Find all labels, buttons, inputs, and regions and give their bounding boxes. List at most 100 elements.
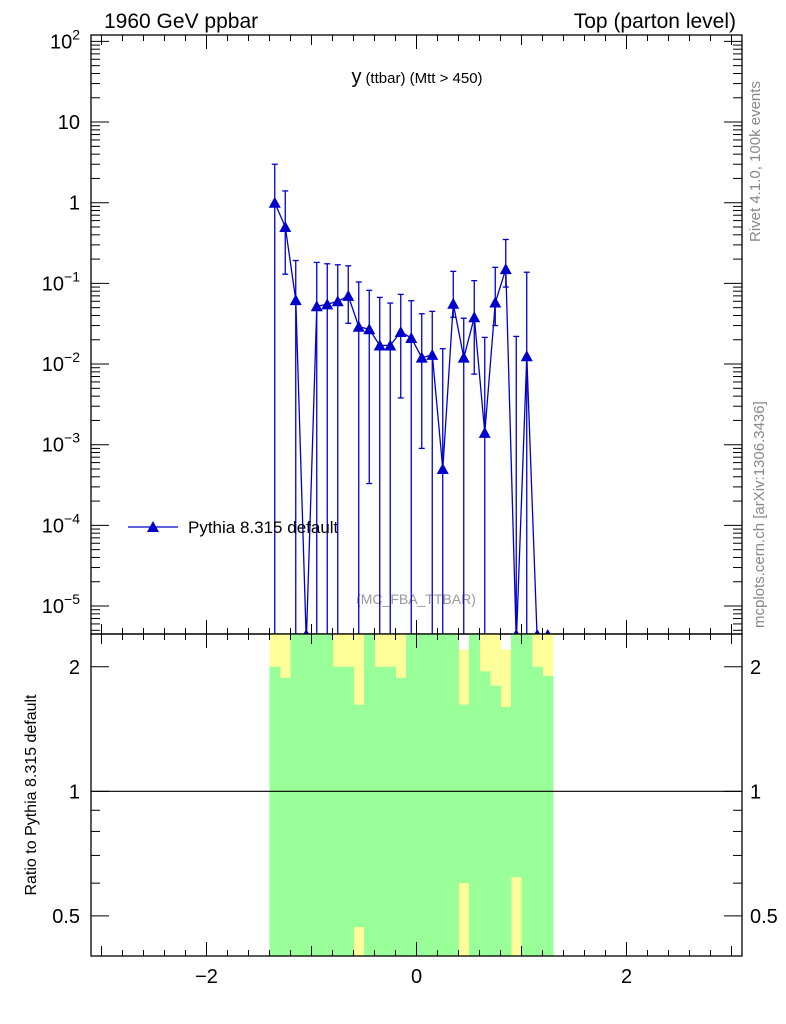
- data-point: [447, 297, 460, 309]
- syst-band-bin: [269, 666, 281, 956]
- analysis-watermark: (MC_FBA_TTBAR): [356, 591, 476, 607]
- header-left: 1960 GeV ppbar: [104, 10, 258, 33]
- legend: Pythia 8.315 default: [128, 518, 339, 537]
- syst-band-bin: [427, 634, 438, 956]
- ratio-y-tick-label: 2: [69, 657, 80, 679]
- y-tick-label: 1: [69, 193, 80, 215]
- main-plot-panel: y (ttbar) (Mtt > 450) (MC_FBA_TTBAR) 10−5…: [42, 26, 743, 635]
- syst-band-bin: [343, 666, 354, 956]
- x-tick-label: −2: [195, 966, 218, 988]
- y-tick-exponent: −1: [64, 268, 80, 284]
- syst-band-bin: [416, 634, 428, 956]
- syst-band-bin: [374, 666, 386, 956]
- ratio-y-axis-label: Ratio to Pythia 8.315 default: [23, 694, 40, 896]
- y-tick-exponent: −5: [64, 591, 80, 607]
- syst-band-bin: [448, 634, 459, 956]
- syst-band-bin: [385, 666, 396, 956]
- ratio-y-tick-label-right: 0.5: [750, 906, 778, 928]
- syst-band-bin: [311, 634, 323, 956]
- ratio-y-tick-label-right: 2: [750, 657, 761, 679]
- data-point: [534, 629, 541, 634]
- data-point: [499, 263, 512, 275]
- data-point: [373, 339, 386, 351]
- syst-band-bin: [364, 634, 375, 956]
- data-point: [520, 350, 533, 362]
- syst-band-bin: [490, 685, 501, 956]
- y-tick-exponent: 2: [72, 26, 80, 42]
- x-tick-label: 2: [621, 966, 632, 988]
- data-point: [352, 320, 365, 332]
- plot-title-variable: y: [351, 66, 361, 88]
- syst-band-bin: [458, 704, 470, 884]
- data-point: [363, 323, 376, 335]
- data-point: [289, 294, 302, 306]
- data-point: [436, 462, 449, 474]
- y-tick-label: 10−5: [42, 591, 80, 618]
- syst-band-bin: [542, 675, 554, 956]
- data-point: [405, 332, 418, 344]
- y-tick-base: 10: [50, 31, 72, 53]
- mcplots-reference-label: mcplots.cern.ch [arXiv:1306.3436]: [751, 401, 768, 628]
- syst-band-bin: [332, 666, 344, 956]
- syst-band-bin: [353, 704, 365, 928]
- y-tick-label: 10−3: [42, 430, 80, 457]
- data-point: [310, 300, 323, 312]
- y-tick-label: 102: [50, 26, 80, 53]
- plot-title: y (ttbar) (Mtt > 450): [351, 66, 482, 88]
- data-point: [513, 629, 520, 634]
- y-tick-exponent: −3: [64, 430, 80, 446]
- syst-band-bin: [532, 666, 543, 956]
- syst-band-bin: [437, 634, 449, 956]
- ratio-plot-panel: −2 0 2 0.5 0.5 1 1 2 2 Ratio to Pythia 8.315 def…: [23, 633, 778, 988]
- plot-title-selection: (ttbar) (Mtt > 450): [365, 70, 482, 87]
- data-point: [415, 351, 428, 363]
- syst-band: [269, 634, 554, 956]
- y-tick-base: 10: [42, 354, 64, 376]
- header-right: Top (parton level): [574, 10, 736, 33]
- syst-band-bin: [500, 706, 512, 956]
- data-point: [279, 220, 292, 232]
- legend-marker: [147, 521, 159, 532]
- data-point: [303, 629, 310, 634]
- syst-band-bin: [406, 634, 417, 956]
- ratio-y-tick-label: 0.5: [52, 906, 80, 928]
- legend-label: Pythia 8.315 default: [188, 518, 339, 537]
- y-tick-label: 10−2: [42, 349, 80, 376]
- syst-band-bin: [511, 634, 522, 878]
- ratio-y-tick-label-right: 1: [750, 781, 761, 803]
- y-tick-label: 10: [58, 112, 80, 134]
- syst-band-bin: [521, 634, 533, 956]
- syst-band-bin: [479, 671, 491, 956]
- data-point: [384, 339, 397, 351]
- y-tick-base: 10: [42, 435, 64, 457]
- syst-band-bin: [322, 634, 333, 956]
- ratio-y-tick-label: 1: [69, 781, 80, 803]
- data-point: [478, 426, 491, 438]
- data-point: [321, 298, 334, 310]
- series-pythia: [268, 163, 551, 634]
- y-tick-base: 10: [42, 273, 64, 295]
- y-tick-base: 10: [42, 596, 64, 618]
- y-tick-base: 10: [58, 112, 80, 134]
- data-point: [426, 348, 439, 360]
- syst-band-bin: [280, 677, 291, 956]
- data-point: [544, 629, 551, 634]
- data-point: [268, 196, 281, 208]
- data-point: [342, 289, 355, 301]
- syst-band-bin: [301, 634, 312, 956]
- data-point: [331, 295, 344, 307]
- data-point: [468, 311, 481, 323]
- rivet-version-label: Rivet 4.1.0, 100k events: [747, 81, 764, 242]
- y-tick-exponent: −2: [64, 349, 80, 365]
- main-frame: [90, 34, 743, 635]
- syst-band-bin: [290, 634, 302, 956]
- y-tick-label: 10−1: [42, 268, 80, 295]
- data-point: [457, 351, 470, 363]
- y-tick-base: 1: [69, 193, 80, 215]
- x-tick-label: 0: [411, 966, 422, 988]
- y-tick-base: 10: [42, 515, 64, 537]
- syst-band-bin: [469, 634, 480, 956]
- data-point: [489, 296, 502, 308]
- y-tick-label: 10−4: [42, 510, 80, 537]
